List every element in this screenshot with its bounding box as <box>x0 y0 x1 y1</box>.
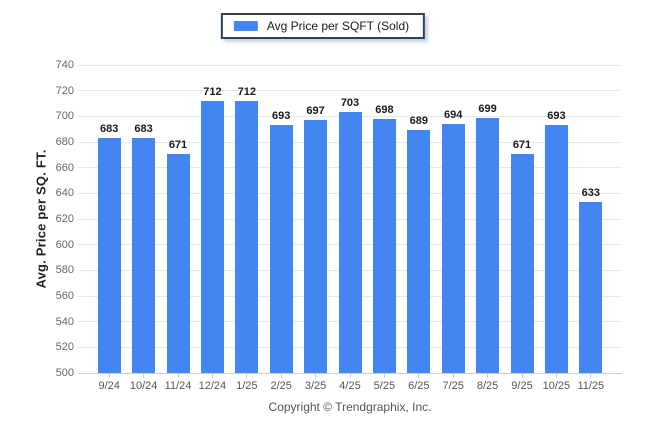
bar-value-label: 712 <box>203 85 222 98</box>
y-tick-label: 740 <box>55 59 74 71</box>
bar-2/25 <box>269 125 293 373</box>
y-tick-label: 700 <box>55 110 74 123</box>
bar-3/25 <box>304 120 328 373</box>
bar-value-label: 703 <box>340 97 360 110</box>
bar-1/25 <box>235 100 259 373</box>
x-axis-tick <box>108 374 110 378</box>
gridline-720 <box>78 90 622 92</box>
bar-5/25 <box>372 118 396 373</box>
bar-value-label: 693 <box>272 110 291 123</box>
x-tick-label: 10/24 <box>129 380 158 392</box>
bar-11/24 <box>166 153 190 373</box>
x-tick-label: 8/25 <box>476 380 499 392</box>
bar-value-label: 671 <box>168 138 188 151</box>
x-tick-label: 4/25 <box>339 380 361 392</box>
x-tick-label: 12/24 <box>198 380 227 392</box>
x-tick-label: 2/25 <box>270 380 292 392</box>
x-axis-tick <box>349 374 351 378</box>
y-tick-label: 720 <box>55 84 74 97</box>
bar-value-label: 633 <box>581 187 600 200</box>
x-axis-tick <box>211 374 213 378</box>
plot-area: 683 683 671 712 712 693 697 703 698 689 694 699 671 6… <box>78 64 622 374</box>
y-tick-label: 500 <box>55 367 74 379</box>
x-axis-tick <box>487 374 489 378</box>
y-tick-label: 560 <box>55 290 74 302</box>
x-axis-tick <box>246 374 248 378</box>
x-tick-label: 9/25 <box>511 380 533 392</box>
y-tick-label: 600 <box>55 238 74 251</box>
bar-value-label: 698 <box>375 103 394 116</box>
y-tick-label: 680 <box>55 136 74 148</box>
x-axis-tick <box>521 374 523 378</box>
x-axis-tick <box>315 374 317 378</box>
x-axis-tick <box>383 374 385 378</box>
x-tick-label: 1/25 <box>236 380 258 392</box>
bar-value-label: 683 <box>134 123 153 136</box>
x-tick-label: 6/25 <box>408 380 430 392</box>
bar-9/24 <box>97 138 121 373</box>
bar-value-label: 712 <box>237 85 256 98</box>
legend-swatch-icon <box>233 21 258 31</box>
x-tick-label: 11/25 <box>577 380 605 392</box>
x-tick-label: 9/24 <box>98 380 120 392</box>
bar-6/25 <box>407 130 431 373</box>
y-tick-label: 620 <box>55 213 74 225</box>
x-axis-tick <box>143 374 145 378</box>
copyright-text: Copyright © Trendgraphix, Inc. <box>268 400 432 414</box>
x-tick-label: 3/25 <box>304 380 327 392</box>
legend-label: Avg Price per SQFT (Sold) <box>266 19 410 33</box>
x-tick-label: 11/24 <box>164 380 192 392</box>
x-tick-label: 7/25 <box>442 380 464 392</box>
bar-value-label: 699 <box>478 102 497 115</box>
y-tick-label: 580 <box>55 264 74 277</box>
y-tick-label: 640 <box>55 187 74 200</box>
y-tick-label: 540 <box>55 315 74 328</box>
x-axis-tick <box>177 374 179 378</box>
chart-legend: Avg Price per SQFT (Sold) <box>220 13 426 39</box>
bar-4/25 <box>338 112 362 373</box>
x-axis-tick <box>452 374 454 378</box>
x-axis-tick <box>555 374 557 378</box>
bar-10/25 <box>544 125 568 373</box>
bar-12/24 <box>200 100 224 373</box>
x-axis-tick <box>418 374 420 378</box>
bar-9/25 <box>510 153 534 373</box>
bar-8/25 <box>476 117 500 373</box>
y-tick-label: 660 <box>55 161 74 174</box>
bar-11/25 <box>579 202 603 373</box>
bar-7/25 <box>441 124 465 373</box>
bar-value-label: 683 <box>100 123 119 136</box>
bar-value-label: 689 <box>409 115 428 128</box>
x-tick-label: 5/25 <box>373 380 396 392</box>
bar-10/24 <box>132 138 156 373</box>
y-tick-label: 520 <box>55 341 74 354</box>
bar-value-label: 697 <box>306 105 325 118</box>
bar-value-label: 693 <box>547 110 566 123</box>
x-tick-label: 10/25 <box>542 380 571 392</box>
x-axis-tick <box>590 374 592 378</box>
bar-value-label: 671 <box>512 138 532 151</box>
bar-value-label: 694 <box>444 109 463 122</box>
x-axis-tick <box>280 374 282 378</box>
gridline-740 <box>78 64 622 66</box>
